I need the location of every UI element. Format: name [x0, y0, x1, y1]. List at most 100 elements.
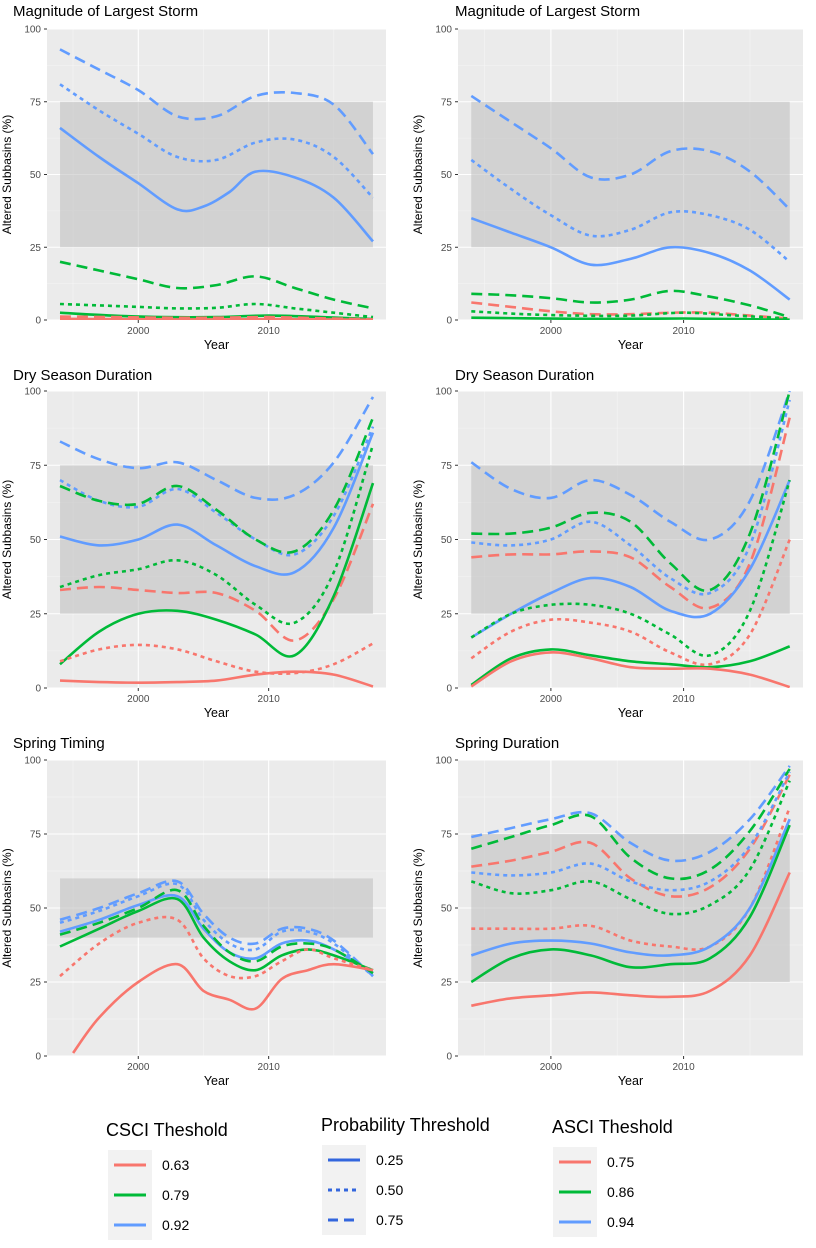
- legend-probability: Probability Threshold 0.25 0.50 0.75: [321, 1115, 490, 1235]
- x-tick-label: 2010: [672, 694, 695, 705]
- series-line-2: [471, 391, 791, 593]
- y-axis-label: Altered Subbasins (%): [411, 848, 425, 967]
- chart-panel-3: 0 25 50 75 100 2000 2010 Dry Season Duration Yea…: [0, 367, 386, 720]
- series-line-5: [470, 780, 791, 916]
- y-tick-label: 25: [30, 609, 42, 620]
- series-line-8: [59, 317, 374, 320]
- y-tick-label: 75: [30, 830, 42, 841]
- reference-band: [471, 465, 790, 614]
- series-line-3: [471, 399, 791, 596]
- series-group: [59, 48, 375, 320]
- series-line-2: [470, 768, 791, 881]
- x-tick-label: 2000: [540, 1062, 563, 1073]
- reference-band: [471, 101, 790, 248]
- y-tick-label: 50: [441, 904, 453, 915]
- x-axis-label: Year: [618, 1074, 643, 1088]
- series-group: [470, 765, 791, 1007]
- series-line-4: [59, 432, 375, 576]
- y-tick-label: 50: [30, 904, 42, 915]
- chart-panel-2: 0 25 50 75 100 2000 2010 Magnitude of Largest S…: [411, 3, 803, 352]
- y-tick-label: 25: [441, 978, 453, 989]
- series-line-4: [471, 417, 791, 610]
- series-line-9: [59, 670, 374, 688]
- y-tick-label: 75: [441, 97, 453, 108]
- chart-title: Dry Season Duration: [13, 367, 152, 384]
- x-axis-label: Year: [204, 1074, 229, 1088]
- legend-label: 0.79: [162, 1187, 189, 1203]
- y-tick-label: 0: [35, 684, 41, 695]
- y-axis-label: Altered Subbasins (%): [0, 480, 14, 599]
- chart-title: Magnitude of Largest Storm: [13, 3, 198, 20]
- x-tick-label: 2010: [672, 326, 695, 337]
- y-tick-label: 100: [435, 25, 452, 36]
- legend-csci: CSCI Theshold 0.63 0.79 0.92: [106, 1120, 228, 1240]
- legend-label: 0.25: [376, 1152, 403, 1168]
- legend-label: 0.50: [376, 1182, 403, 1198]
- series-line-1: [59, 879, 374, 978]
- y-tick-label: 25: [441, 243, 453, 254]
- x-axis-label: Year: [618, 706, 643, 720]
- x-tick-label: 2010: [258, 326, 281, 337]
- series-line-4: [59, 260, 374, 310]
- series-line-3: [59, 417, 375, 554]
- y-tick-label: 75: [30, 461, 42, 472]
- chart-panel-5: 0 25 50 75 100 2000 2010 Spring Timing Year Alter…: [0, 735, 386, 1088]
- series-line-5: [470, 479, 791, 639]
- series-line-6: [470, 479, 791, 658]
- chart-title: Spring Duration: [455, 735, 559, 752]
- y-axis-label: Altered Subbasins (%): [0, 115, 14, 234]
- x-tick-label: 2000: [127, 326, 150, 337]
- series-line-6: [471, 310, 790, 320]
- legend-label: 0.86: [607, 1184, 634, 1200]
- series-line-9: [470, 651, 791, 688]
- series-line-2: [59, 882, 374, 978]
- y-tick-label: 0: [446, 316, 452, 327]
- x-tick-label: 2010: [258, 1062, 281, 1073]
- chart-title: Spring Timing: [13, 735, 105, 752]
- y-tick-label: 50: [441, 535, 453, 546]
- y-tick-label: 75: [30, 97, 42, 108]
- series-line-1: [59, 396, 375, 501]
- series-line-8: [470, 824, 791, 984]
- series-line-8: [59, 642, 374, 676]
- y-tick-label: 0: [35, 1052, 41, 1063]
- series-group: [59, 879, 374, 1054]
- x-axis-label: Year: [204, 706, 229, 720]
- series-line-1: [471, 765, 791, 863]
- y-tick-label: 25: [30, 243, 42, 254]
- x-tick-label: 2010: [672, 1062, 695, 1073]
- x-axis-label: Year: [204, 338, 229, 352]
- series-line-5: [471, 301, 790, 320]
- series-line-7: [72, 962, 374, 1054]
- series-line-7: [470, 818, 791, 957]
- x-tick-label: 2000: [540, 694, 563, 705]
- x-tick-label: 2000: [540, 326, 563, 337]
- chart-panel-1: 0 25 50 75 100 2000 2010 Magnitude of Largest S…: [0, 3, 386, 352]
- series-line-5: [59, 302, 374, 319]
- reference-band: [60, 101, 373, 248]
- reference-band: [60, 465, 373, 614]
- y-tick-label: 50: [30, 535, 42, 546]
- legend-label: 0.75: [607, 1154, 634, 1170]
- y-tick-label: 75: [441, 830, 453, 841]
- y-tick-label: 50: [441, 170, 453, 181]
- x-tick-label: 2000: [127, 694, 150, 705]
- legend-label: 0.94: [607, 1214, 634, 1230]
- y-tick-label: 25: [30, 978, 42, 989]
- y-tick-label: 0: [446, 1052, 452, 1063]
- y-tick-label: 75: [441, 461, 453, 472]
- series-line-5: [59, 444, 375, 626]
- series-line-9: [471, 871, 791, 1007]
- series-group: [470, 94, 791, 320]
- y-tick-label: 50: [30, 170, 42, 181]
- legend-title: ASCI Theshold: [552, 1117, 673, 1137]
- series-line-2: [59, 83, 374, 199]
- series-line-1: [470, 94, 791, 211]
- reference-band: [471, 834, 790, 982]
- legend-label: 0.92: [162, 1217, 189, 1233]
- chart-title: Magnitude of Largest Storm: [455, 3, 640, 20]
- x-axis-label: Year: [618, 338, 643, 352]
- series-line-4: [59, 888, 374, 975]
- legend-label: 0.75: [376, 1212, 403, 1228]
